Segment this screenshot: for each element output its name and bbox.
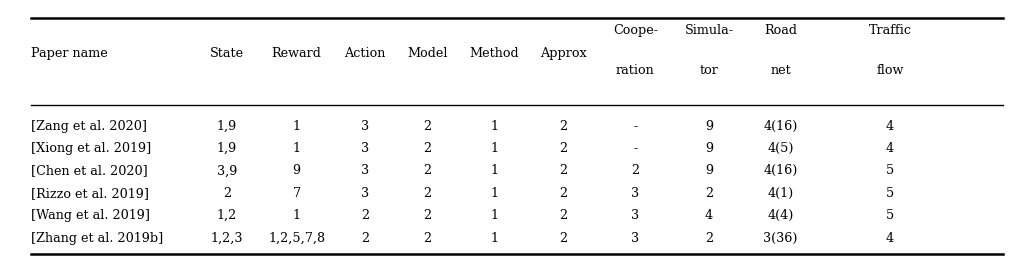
Text: 9: 9 — [705, 120, 713, 133]
Text: 1: 1 — [490, 142, 498, 155]
Text: 2: 2 — [705, 231, 713, 245]
Text: 3: 3 — [361, 164, 369, 178]
Text: 3: 3 — [361, 187, 369, 200]
Text: 2: 2 — [424, 209, 432, 222]
Text: 1,2,3: 1,2,3 — [211, 231, 243, 245]
Text: 2: 2 — [223, 187, 231, 200]
Text: 2: 2 — [560, 120, 568, 133]
Text: 1,2,5,7,8: 1,2,5,7,8 — [268, 231, 325, 245]
Text: 3: 3 — [631, 187, 639, 200]
Text: ration: ration — [616, 64, 655, 77]
Text: Road: Road — [764, 24, 797, 37]
Text: 2: 2 — [424, 120, 432, 133]
Text: [Xiong et al. 2019]: [Xiong et al. 2019] — [31, 142, 151, 155]
Text: 2: 2 — [560, 142, 568, 155]
Text: 2: 2 — [560, 209, 568, 222]
Text: 2: 2 — [560, 164, 568, 178]
Text: 2: 2 — [560, 187, 568, 200]
Text: 3: 3 — [631, 209, 639, 222]
Text: 2: 2 — [424, 164, 432, 178]
Text: 4(16): 4(16) — [763, 164, 798, 178]
Text: 2: 2 — [361, 209, 369, 222]
Text: 1: 1 — [490, 164, 498, 178]
Text: Simula-: Simula- — [684, 24, 733, 37]
Text: 4(16): 4(16) — [763, 120, 798, 133]
Text: 3(36): 3(36) — [763, 231, 798, 245]
Text: 3: 3 — [361, 142, 369, 155]
Text: Method: Method — [470, 47, 519, 60]
Text: 9: 9 — [705, 164, 713, 178]
Text: Paper name: Paper name — [31, 47, 107, 60]
Text: 3,9: 3,9 — [217, 164, 237, 178]
Text: 4(4): 4(4) — [767, 209, 794, 222]
Text: 7: 7 — [293, 187, 301, 200]
Text: Reward: Reward — [272, 47, 321, 60]
Text: 1,9: 1,9 — [217, 142, 237, 155]
Text: -: - — [633, 142, 637, 155]
Text: 2: 2 — [631, 164, 639, 178]
Text: [Rizzo et al. 2019]: [Rizzo et al. 2019] — [31, 187, 148, 200]
Text: 2: 2 — [560, 231, 568, 245]
Text: 9: 9 — [705, 142, 713, 155]
Text: 1: 1 — [490, 209, 498, 222]
Text: 4: 4 — [886, 120, 894, 133]
Text: 3: 3 — [631, 231, 639, 245]
Text: 9: 9 — [293, 164, 301, 178]
Text: 1: 1 — [490, 187, 498, 200]
Text: 4(5): 4(5) — [767, 142, 794, 155]
Text: 4(1): 4(1) — [767, 187, 794, 200]
Text: Model: Model — [407, 47, 448, 60]
Text: 5: 5 — [886, 209, 894, 222]
Text: 2: 2 — [424, 142, 432, 155]
Text: flow: flow — [877, 64, 903, 77]
Text: 5: 5 — [886, 164, 894, 178]
Text: 3: 3 — [361, 120, 369, 133]
Text: [Wang et al. 2019]: [Wang et al. 2019] — [31, 209, 149, 222]
Text: -: - — [633, 120, 637, 133]
Text: [Zang et al. 2020]: [Zang et al. 2020] — [31, 120, 146, 133]
Text: 2: 2 — [705, 187, 713, 200]
Text: 1: 1 — [293, 120, 301, 133]
Text: State: State — [210, 47, 244, 60]
Text: 2: 2 — [361, 231, 369, 245]
Text: tor: tor — [700, 64, 718, 77]
Text: 1,9: 1,9 — [217, 120, 237, 133]
Text: Traffic: Traffic — [869, 24, 911, 37]
Text: 1: 1 — [490, 231, 498, 245]
Text: 4: 4 — [886, 142, 894, 155]
Text: 1: 1 — [490, 120, 498, 133]
Text: 1,2: 1,2 — [217, 209, 237, 222]
Text: Action: Action — [345, 47, 386, 60]
Text: [Chen et al. 2020]: [Chen et al. 2020] — [31, 164, 147, 178]
Text: [Zhang et al. 2019b]: [Zhang et al. 2019b] — [31, 231, 163, 245]
Text: 1: 1 — [293, 209, 301, 222]
Text: 4: 4 — [886, 231, 894, 245]
Text: 5: 5 — [886, 187, 894, 200]
Text: 1: 1 — [293, 142, 301, 155]
Text: 2: 2 — [424, 231, 432, 245]
Text: 4: 4 — [705, 209, 713, 222]
Text: net: net — [770, 64, 791, 77]
Text: Approx: Approx — [540, 47, 587, 60]
Text: 2: 2 — [424, 187, 432, 200]
Text: Coope-: Coope- — [613, 24, 658, 37]
